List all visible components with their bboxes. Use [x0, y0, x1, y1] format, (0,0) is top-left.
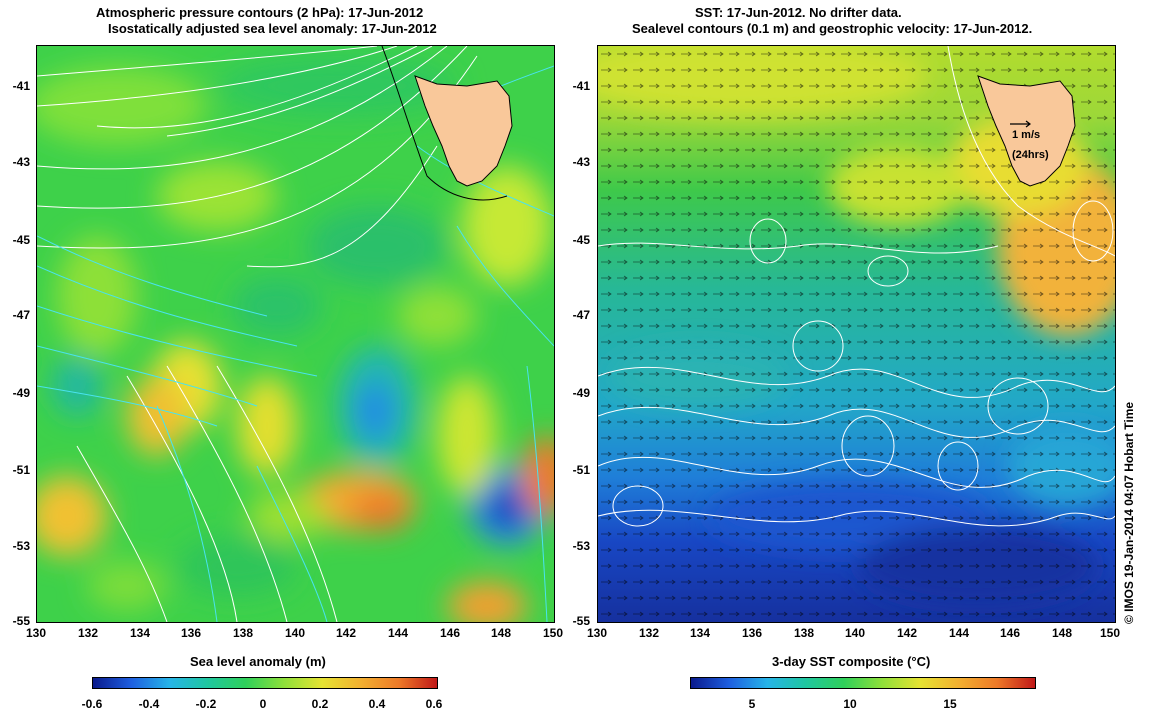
velocity-scale-label: 1 m/s (24hrs): [1012, 129, 1049, 161]
tasmania-land-sst: [977, 75, 1076, 187]
right-ytick-label: -55: [572, 614, 590, 628]
left-xtick-label: 136: [180, 626, 202, 640]
left-xtick-label: 148: [490, 626, 512, 640]
right-ytick-label: -41: [572, 79, 590, 93]
left-ytick-label: -45: [12, 233, 30, 247]
left-title-line2: Isostatically adjusted sea level anomaly…: [108, 21, 437, 36]
sst-geostrophic-map[interactable]: [597, 45, 1116, 623]
right-ytick-label: -53: [572, 539, 590, 553]
velocity-scale-arrow: [1010, 120, 1031, 128]
left-colorbar-tick: 0.4: [368, 697, 386, 711]
left-ytick-label: -51: [12, 463, 30, 477]
right-colorbar-tick: 5: [748, 697, 756, 711]
left-xtick-label: 140: [284, 626, 306, 640]
right-xtick-label: 142: [896, 626, 918, 640]
right-colorbar-title: 3-day SST composite (°C): [772, 654, 931, 669]
right-xtick-label: 134: [689, 626, 711, 640]
left-colorbar-tick: 0.6: [425, 697, 443, 711]
right-ytick-label: -43: [572, 155, 590, 169]
left-colorbar-tick: 0: [259, 697, 267, 711]
left-ytick-label: -55: [12, 614, 30, 628]
left-ytick-label: -43: [12, 155, 30, 169]
left-colorbar-tick: -0.6: [81, 697, 103, 711]
left-xtick-label: 130: [25, 626, 47, 640]
left-xtick-label: 150: [542, 626, 564, 640]
right-xtick-label: 144: [948, 626, 970, 640]
sst-colorbar: [690, 677, 1036, 689]
right-ytick-label: -51: [572, 463, 590, 477]
left-colorbar-tick: -0.2: [195, 697, 217, 711]
right-xtick-label: 140: [844, 626, 866, 640]
sea-level-colorbar: [92, 677, 438, 689]
left-ytick-label: -53: [12, 539, 30, 553]
left-xtick-label: 134: [129, 626, 151, 640]
left-xtick-label: 144: [387, 626, 409, 640]
left-xtick-label: 142: [335, 626, 357, 640]
right-ytick-label: -49: [572, 386, 590, 400]
right-colorbar-tick: 15: [943, 697, 957, 711]
right-colorbar-tick: 10: [843, 697, 857, 711]
tasmania-land: [414, 75, 513, 187]
right-xtick-label: 148: [1051, 626, 1073, 640]
left-colorbar-tick: 0.2: [311, 697, 329, 711]
sea-level-anomaly-map[interactable]: [36, 45, 555, 623]
left-xtick-label: 132: [77, 626, 99, 640]
left-colorbar-tick: -0.4: [138, 697, 160, 711]
right-xtick-label: 146: [999, 626, 1021, 640]
right-xtick-label: 136: [741, 626, 763, 640]
left-xtick-label: 138: [232, 626, 254, 640]
right-xtick-label: 130: [586, 626, 608, 640]
right-title-line1: SST: 17-Jun-2012. No drifter data.: [695, 5, 902, 20]
left-ytick-label: -49: [12, 386, 30, 400]
right-ytick-label: -47: [572, 308, 590, 322]
right-xtick-label: 150: [1099, 626, 1121, 640]
right-ytick-label: -45: [572, 233, 590, 247]
left-ytick-label: -41: [12, 79, 30, 93]
right-xtick-label: 132: [638, 626, 660, 640]
left-xtick-label: 146: [439, 626, 461, 640]
left-ytick-label: -47: [12, 308, 30, 322]
right-xtick-label: 138: [793, 626, 815, 640]
left-title-line1: Atmospheric pressure contours (2 hPa): 1…: [96, 5, 424, 20]
imos-credit: © IMOS 19-Jan-2014 04:07 Hobart Time: [1122, 401, 1136, 624]
right-title-line2: Sealevel contours (0.1 m) and geostrophi…: [632, 21, 1033, 36]
left-colorbar-title: Sea level anomaly (m): [190, 654, 326, 669]
